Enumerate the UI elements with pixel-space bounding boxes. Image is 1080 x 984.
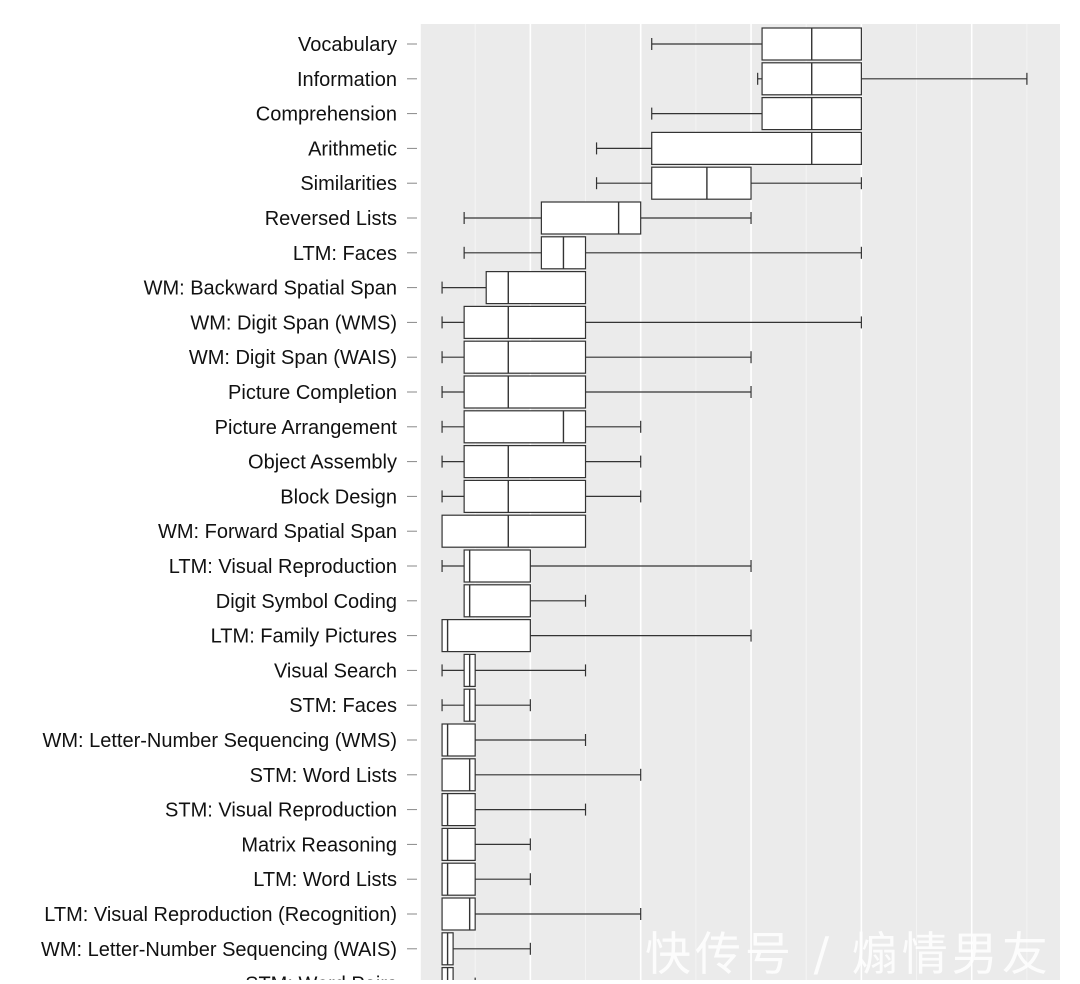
iqr-box bbox=[463, 479, 587, 513]
category-label: Comprehension bbox=[256, 104, 397, 126]
iqr-box bbox=[463, 340, 587, 374]
box-row bbox=[441, 897, 642, 931]
box-row bbox=[757, 62, 1028, 96]
iqr-box bbox=[651, 131, 862, 165]
iqr-box bbox=[463, 549, 531, 583]
category-label: Arithmetic bbox=[308, 138, 397, 160]
category-label: Visual Search bbox=[274, 660, 397, 682]
category-label: LTM: Word Lists bbox=[253, 869, 397, 891]
category-label: Vocabulary bbox=[298, 34, 397, 56]
category-label: STM: Word Lists bbox=[250, 765, 397, 787]
box-row bbox=[595, 166, 862, 200]
box-row bbox=[651, 27, 862, 61]
category-label: Object Assembly bbox=[248, 452, 397, 474]
category-label: WM: Backward Spatial Span bbox=[144, 278, 397, 300]
box-row bbox=[463, 584, 587, 618]
iqr-box bbox=[463, 410, 587, 444]
iqr-box bbox=[441, 618, 531, 653]
box-row bbox=[595, 131, 862, 165]
box-row bbox=[441, 271, 587, 305]
category-label: Block Design bbox=[280, 486, 397, 508]
category-label: Matrix Reasoning bbox=[241, 834, 397, 856]
iqr-box bbox=[463, 375, 587, 409]
category-label: LTM: Visual Reproduction bbox=[169, 556, 397, 578]
box-row bbox=[441, 723, 587, 757]
category-label: WM: Letter-Number Sequencing (WMS) bbox=[42, 730, 397, 752]
category-label: Picture Arrangement bbox=[215, 417, 398, 439]
box-row bbox=[441, 618, 752, 653]
category-label: Similarities bbox=[300, 173, 397, 195]
box-row bbox=[463, 236, 862, 270]
iqr-box bbox=[441, 514, 587, 548]
box-row bbox=[651, 96, 862, 131]
category-label: Reversed Lists bbox=[265, 208, 397, 230]
iqr-box bbox=[485, 271, 587, 305]
box-row bbox=[441, 862, 531, 896]
iqr-box bbox=[463, 305, 587, 339]
category-label: STM: Word Pairs bbox=[245, 974, 397, 980]
box-row bbox=[441, 305, 862, 339]
category-label: STM: Visual Reproduction bbox=[165, 800, 397, 822]
category-label: LTM: Visual Reproduction (Recognition) bbox=[44, 904, 397, 926]
iqr-box bbox=[540, 201, 642, 235]
box-row bbox=[441, 792, 587, 827]
watermark-text: 快传号 / 煽情男友 bbox=[645, 927, 1052, 981]
box-row bbox=[441, 514, 587, 548]
box-row bbox=[441, 479, 642, 513]
box-row bbox=[441, 688, 531, 722]
iqr-box bbox=[651, 166, 752, 200]
category-label: WM: Digit Span (WAIS) bbox=[189, 347, 397, 369]
category-label: STM: Faces bbox=[289, 695, 397, 717]
iqr-box bbox=[463, 584, 531, 618]
category-label: WM: Digit Span (WMS) bbox=[190, 312, 397, 334]
iqr-box bbox=[463, 445, 587, 479]
box-marks bbox=[441, 27, 1028, 980]
category-label: WM: Letter-Number Sequencing (WAIS) bbox=[41, 939, 397, 961]
category-label: Digit Symbol Coding bbox=[216, 591, 397, 613]
box-row bbox=[441, 410, 642, 444]
box-row bbox=[441, 375, 752, 409]
category-label: Information bbox=[297, 69, 397, 91]
box-row bbox=[441, 445, 642, 479]
box-row bbox=[441, 549, 752, 583]
category-label: LTM: Family Pictures bbox=[211, 626, 397, 648]
box-row bbox=[441, 827, 531, 862]
category-label: WM: Forward Spatial Span bbox=[158, 521, 397, 543]
category-label: LTM: Faces bbox=[293, 243, 397, 265]
category-label: Picture Completion bbox=[228, 382, 397, 404]
box-row bbox=[441, 340, 752, 374]
box-row bbox=[441, 653, 587, 688]
category-labels: Vocabulary Information Comprehension Arithm… bbox=[41, 34, 417, 980]
box-row bbox=[441, 758, 642, 792]
box-row bbox=[463, 201, 752, 235]
box-row bbox=[441, 932, 531, 966]
